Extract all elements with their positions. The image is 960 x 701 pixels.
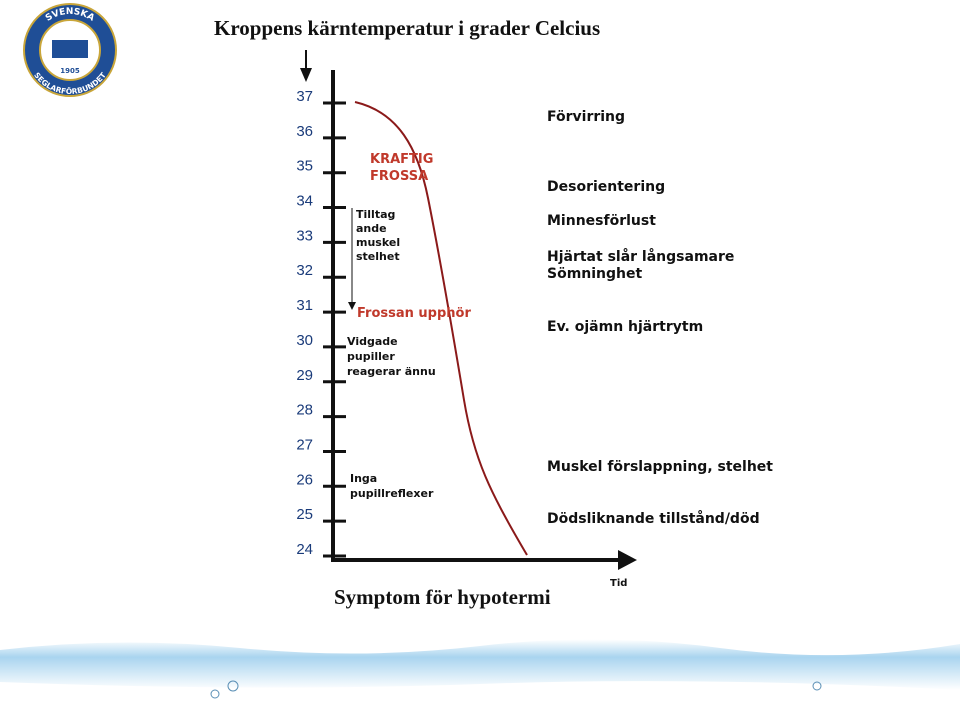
annotation: Frossan upphör xyxy=(357,306,471,321)
title: Kroppens kärntemperatur i grader Celcius xyxy=(214,16,600,40)
annotation: KRAFTIG xyxy=(370,152,433,167)
symptom: Minnesförlust xyxy=(547,213,656,229)
annotation: FROSSA xyxy=(370,169,428,184)
tick-label: 31 xyxy=(296,297,313,314)
temperature-curve xyxy=(354,101,528,556)
annotation: ande xyxy=(356,222,387,235)
annotation: Inga xyxy=(350,472,377,485)
annotation: Vidgade xyxy=(347,335,398,348)
symptom: Dödsliknande tillstånd/död xyxy=(547,510,760,527)
arrow-head xyxy=(348,302,356,310)
symptom: Förvirring xyxy=(547,109,625,125)
logo: SVENSKA SEGLARFÖRBUNDET 1905 xyxy=(23,3,117,97)
tick-label: 25 xyxy=(296,506,313,523)
bubble xyxy=(812,681,822,691)
tick-label: 36 xyxy=(296,123,313,140)
ticks: 37 36 35 34 33 32 31 30 29 28 27 26 25 24 xyxy=(296,88,346,558)
logo-year: 1905 xyxy=(60,67,80,75)
bubble xyxy=(227,680,239,692)
x-axis-label: Tid xyxy=(610,578,627,589)
tick-label: 34 xyxy=(296,193,313,210)
symptom: Sömninghet xyxy=(547,266,643,282)
annotation: reagerar ännu xyxy=(347,365,436,378)
tick-label: 27 xyxy=(296,436,313,453)
annotation: Tilltag xyxy=(356,208,395,221)
footer-title: Symptom för hypotermi xyxy=(334,585,551,609)
annotation: muskel xyxy=(356,236,400,249)
tick-label: 28 xyxy=(296,402,313,419)
annotation: pupillreflexer xyxy=(350,487,434,500)
tick-label: 26 xyxy=(296,471,313,488)
annotation: stelhet xyxy=(356,250,400,263)
tick-label: 37 xyxy=(296,88,313,105)
tick-label: 29 xyxy=(296,367,313,384)
symptom: Muskel förslappning, stelhet xyxy=(547,459,773,475)
water-band xyxy=(0,639,960,690)
tick-label: 24 xyxy=(296,541,313,558)
tick-label: 30 xyxy=(296,332,313,349)
tick-label: 33 xyxy=(296,227,313,244)
bubble xyxy=(210,689,220,699)
symptom: Hjärtat slår långsamare xyxy=(547,248,734,265)
symptom: Ev. ojämn hjärtrytm xyxy=(547,319,703,335)
tick-label: 35 xyxy=(296,158,313,175)
tick-label: 32 xyxy=(296,262,313,279)
symptom: Desorientering xyxy=(547,179,665,195)
axes xyxy=(300,50,637,570)
annotation: pupiller xyxy=(347,350,395,363)
